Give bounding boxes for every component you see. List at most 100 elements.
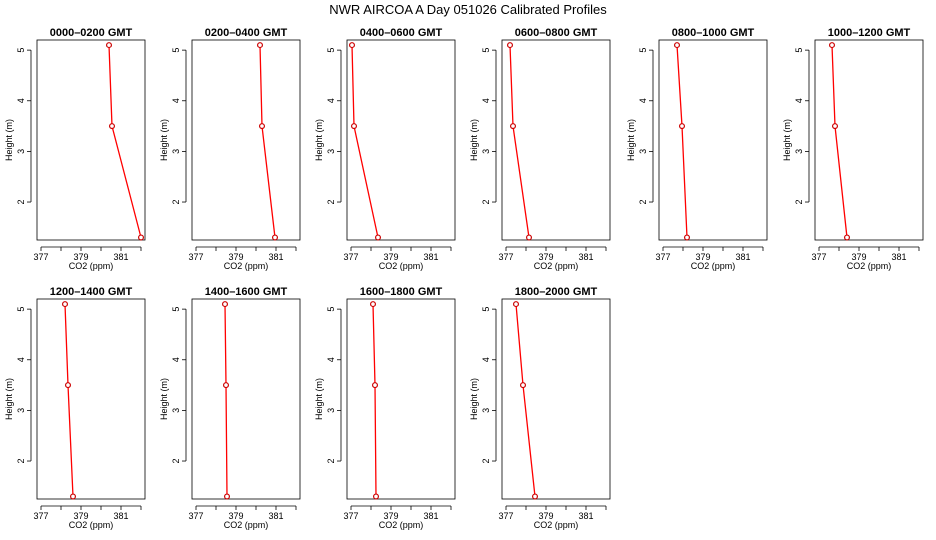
data-point: [683, 234, 690, 241]
data-point: [138, 234, 145, 241]
x-tick-label: 379: [851, 252, 866, 262]
x-tick-label: 379: [538, 511, 553, 521]
y-tick-label: 5: [171, 48, 181, 53]
x-tick-label: 381: [268, 252, 283, 262]
plot-frame: [191, 298, 301, 500]
y-tick-label: 5: [794, 48, 804, 53]
x-tick-label: 379: [538, 252, 553, 262]
data-point: [105, 42, 112, 49]
x-tick-label: 379: [73, 511, 88, 521]
x-tick-label: 377: [498, 511, 513, 521]
profile-line: [676, 45, 688, 238]
plot-frame: [191, 39, 301, 241]
profile-line: [509, 45, 530, 238]
plot-frame: [346, 39, 456, 241]
x-tick-label: 379: [695, 252, 710, 262]
x-axis-label: CO2 (ppm): [847, 261, 892, 271]
data-point: [512, 301, 519, 308]
y-tick-label: 5: [481, 307, 491, 312]
y-tick-label: 5: [171, 307, 181, 312]
x-axis-label: CO2 (ppm): [224, 520, 269, 530]
y-axis-label: Height (m): [4, 119, 14, 161]
x-axis-label: CO2 (ppm): [379, 261, 424, 271]
x-tick-label: 379: [73, 252, 88, 262]
y-tick-label: 4: [481, 357, 491, 362]
plot-frame: [36, 298, 146, 500]
x-tick-label: 377: [655, 252, 670, 262]
y-tick-label: 5: [638, 48, 648, 53]
data-point: [349, 42, 356, 49]
data-point: [525, 234, 532, 241]
y-tick-label: 2: [481, 459, 491, 464]
x-axis-label: CO2 (ppm): [379, 520, 424, 530]
y-axis-label: Height (m): [159, 119, 169, 161]
x-tick-label: 377: [33, 252, 48, 262]
x-tick-label: 381: [578, 511, 593, 521]
data-point: [373, 493, 380, 500]
y-tick-label: 3: [171, 149, 181, 154]
plot-frame: [658, 39, 768, 241]
data-point: [61, 301, 68, 308]
data-point: [222, 301, 229, 308]
y-tick-label: 4: [481, 98, 491, 103]
data-point: [510, 123, 517, 130]
profile-line: [351, 45, 379, 238]
x-tick-label: 381: [268, 511, 283, 521]
x-axis-label: CO2 (ppm): [69, 520, 114, 530]
y-tick-label: 3: [794, 149, 804, 154]
data-point: [372, 382, 379, 389]
x-tick-label: 381: [891, 252, 906, 262]
plot-frame: [501, 298, 611, 500]
profile-line: [224, 304, 228, 497]
data-point: [224, 493, 231, 500]
data-point: [370, 301, 377, 308]
x-tick-label: 377: [33, 511, 48, 521]
x-axis-label: CO2 (ppm): [69, 261, 114, 271]
panel-title: 0600–0800 GMT: [515, 27, 598, 39]
x-tick-label: 377: [343, 511, 358, 521]
y-tick-label: 5: [326, 48, 336, 53]
x-tick-label: 377: [343, 252, 358, 262]
data-point: [108, 123, 115, 130]
y-tick-label: 3: [481, 408, 491, 413]
y-tick-label: 2: [171, 200, 181, 205]
y-tick-label: 4: [16, 357, 26, 362]
x-tick-label: 379: [228, 511, 243, 521]
x-tick-label: 381: [423, 252, 438, 262]
y-axis-label: Height (m): [159, 378, 169, 420]
panel-title: 1000–1200 GMT: [828, 27, 911, 39]
y-tick-label: 2: [481, 200, 491, 205]
data-point: [519, 382, 526, 389]
y-tick-label: 4: [16, 98, 26, 103]
x-tick-label: 381: [578, 252, 593, 262]
y-tick-label: 2: [794, 200, 804, 205]
y-tick-label: 5: [16, 307, 26, 312]
y-tick-label: 3: [481, 149, 491, 154]
x-tick-label: 381: [113, 252, 128, 262]
y-tick-label: 2: [638, 200, 648, 205]
panel-title: 1800–2000 GMT: [515, 286, 598, 298]
y-axis-label: Height (m): [469, 119, 479, 161]
profile-line: [831, 45, 848, 238]
data-point: [673, 42, 680, 49]
data-point: [375, 234, 382, 241]
x-axis-label: CO2 (ppm): [534, 261, 579, 271]
data-point: [531, 493, 538, 500]
y-tick-label: 4: [794, 98, 804, 103]
x-tick-label: 381: [423, 511, 438, 521]
y-axis-label: Height (m): [4, 378, 14, 420]
y-axis-label: Height (m): [469, 378, 479, 420]
profile-line: [108, 45, 142, 238]
data-point: [223, 382, 230, 389]
x-tick-label: 379: [383, 252, 398, 262]
y-tick-label: 2: [16, 459, 26, 464]
plot-frame: [501, 39, 611, 241]
data-point: [272, 234, 279, 241]
panel-title: 0400–0600 GMT: [360, 27, 443, 39]
